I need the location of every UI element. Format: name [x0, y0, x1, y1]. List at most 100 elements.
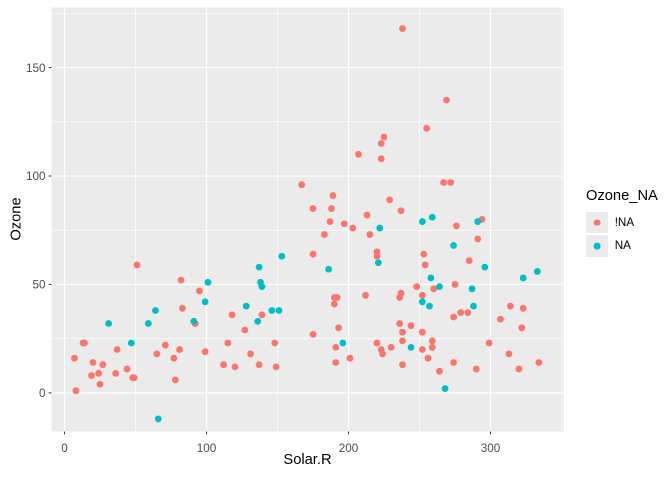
data-point-!NA	[430, 285, 438, 293]
data-point-!NA	[518, 324, 526, 332]
data-point-NA	[325, 265, 333, 273]
data-point-!NA	[447, 179, 455, 186]
legend-dot-na-icon	[593, 242, 601, 250]
data-point-!NA	[515, 365, 523, 373]
legend-label-not-na: !NA	[614, 215, 635, 229]
data-point-!NA	[366, 231, 374, 238]
data-point-!NA	[465, 257, 473, 264]
data-point-!NA	[196, 287, 203, 295]
data-point-!NA	[153, 350, 161, 358]
data-point-NA	[441, 385, 449, 392]
data-point-!NA	[436, 367, 443, 375]
y-tick-label: 50	[32, 279, 46, 292]
data-point-!NA	[397, 207, 405, 215]
data-point-NA	[275, 307, 283, 314]
data-point-!NA	[399, 328, 406, 336]
data-point-!NA	[443, 96, 450, 104]
y-tick-label: 150	[26, 62, 46, 75]
data-point-!NA	[519, 304, 527, 312]
data-point-!NA	[330, 294, 338, 301]
data-point-!NA	[224, 339, 232, 347]
data-point-!NA	[472, 365, 480, 373]
data-point-!NA	[497, 315, 504, 323]
data-point-!NA	[380, 133, 388, 141]
data-point-!NA	[418, 291, 426, 299]
data-point-NA	[258, 283, 266, 291]
data-point-!NA	[88, 372, 95, 379]
data-point-!NA	[133, 261, 141, 269]
data-point-!NA	[247, 350, 254, 358]
data-point-!NA	[96, 380, 104, 388]
data-point-NA	[268, 307, 276, 314]
data-point-!NA	[258, 311, 266, 319]
data-point-!NA	[81, 339, 88, 347]
data-point-!NA	[329, 192, 337, 199]
data-point-!NA	[309, 205, 317, 212]
data-point-!NA	[399, 337, 406, 345]
data-point-NA	[470, 302, 477, 310]
data-point-!NA	[95, 369, 103, 377]
data-point-NA	[105, 320, 112, 327]
data-point-!NA	[231, 363, 239, 371]
data-point-!NA	[386, 196, 394, 204]
data-point-!NA	[355, 150, 362, 158]
data-point-!NA	[535, 359, 543, 366]
data-point-!NA	[464, 309, 472, 317]
data-point-!NA	[450, 359, 458, 366]
data-point-NA	[201, 298, 209, 306]
y-axis-title: Ozone	[8, 197, 25, 241]
data-point-NA	[190, 317, 198, 325]
data-point-!NA	[328, 205, 335, 212]
data-point-!NA	[418, 346, 426, 353]
legend-key-na	[586, 234, 608, 257]
data-point-!NA	[340, 220, 348, 228]
data-point-!NA	[421, 261, 429, 269]
data-point-!NA	[72, 387, 80, 395]
data-point-!NA	[505, 350, 513, 358]
data-point-!NA	[397, 289, 405, 297]
data-point-!NA	[349, 224, 357, 232]
data-point-NA	[376, 224, 384, 232]
data-point-NA	[339, 339, 347, 347]
data-point-!NA	[176, 346, 183, 353]
data-point-!NA	[373, 248, 381, 256]
data-point-NA	[152, 307, 159, 314]
data-point-!NA	[423, 124, 431, 132]
data-point-!NA	[113, 346, 121, 353]
data-point-!NA	[424, 354, 432, 362]
data-point-!NA	[130, 374, 138, 382]
data-point-NA	[474, 218, 482, 225]
data-point-!NA	[373, 339, 381, 347]
legend-item-na: NA	[586, 234, 672, 257]
legend-title: Ozone_NA	[586, 188, 658, 204]
x-tick-label: 0	[61, 442, 68, 455]
x-tick-label: 100	[197, 442, 217, 455]
data-point-!NA	[298, 181, 306, 189]
data-point-!NA	[201, 348, 209, 356]
data-point-NA	[407, 343, 415, 351]
data-point-!NA	[112, 369, 120, 377]
legend-key-not-na	[586, 211, 608, 234]
data-point-NA	[427, 274, 435, 282]
data-point-!NA	[506, 302, 514, 310]
data-point-!NA	[407, 322, 415, 330]
data-point-NA	[533, 268, 541, 275]
data-point-!NA	[255, 361, 263, 369]
data-point-NA	[436, 283, 443, 291]
data-point-!NA	[99, 361, 107, 369]
legend-item-not-na: !NA	[586, 211, 672, 234]
data-point-!NA	[440, 179, 448, 186]
data-point-!NA	[377, 155, 385, 163]
data-point-!NA	[71, 354, 78, 362]
data-point-!NA	[171, 376, 179, 384]
data-point-!NA	[170, 354, 178, 362]
legend: Ozone_NA !NA NA	[586, 189, 672, 258]
data-point-!NA	[326, 218, 334, 225]
data-point-!NA	[332, 343, 340, 351]
data-point-NA	[278, 252, 286, 260]
data-point-NA	[254, 317, 262, 325]
data-point-!NA	[413, 283, 421, 291]
data-point-!NA	[179, 304, 186, 312]
